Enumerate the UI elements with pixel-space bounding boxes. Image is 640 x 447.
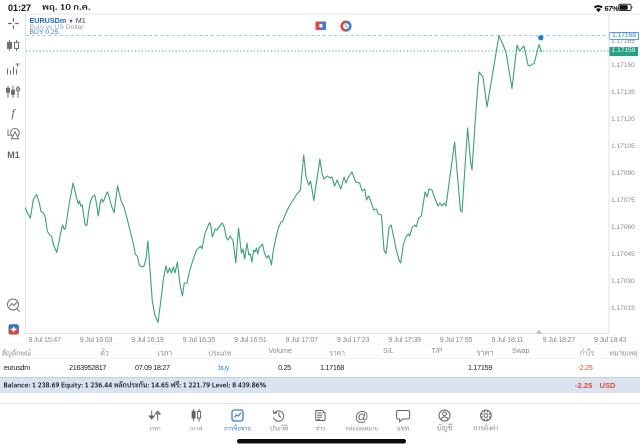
- svg-text:f: f: [11, 106, 16, 120]
- svg-text:@: @: [355, 409, 369, 424]
